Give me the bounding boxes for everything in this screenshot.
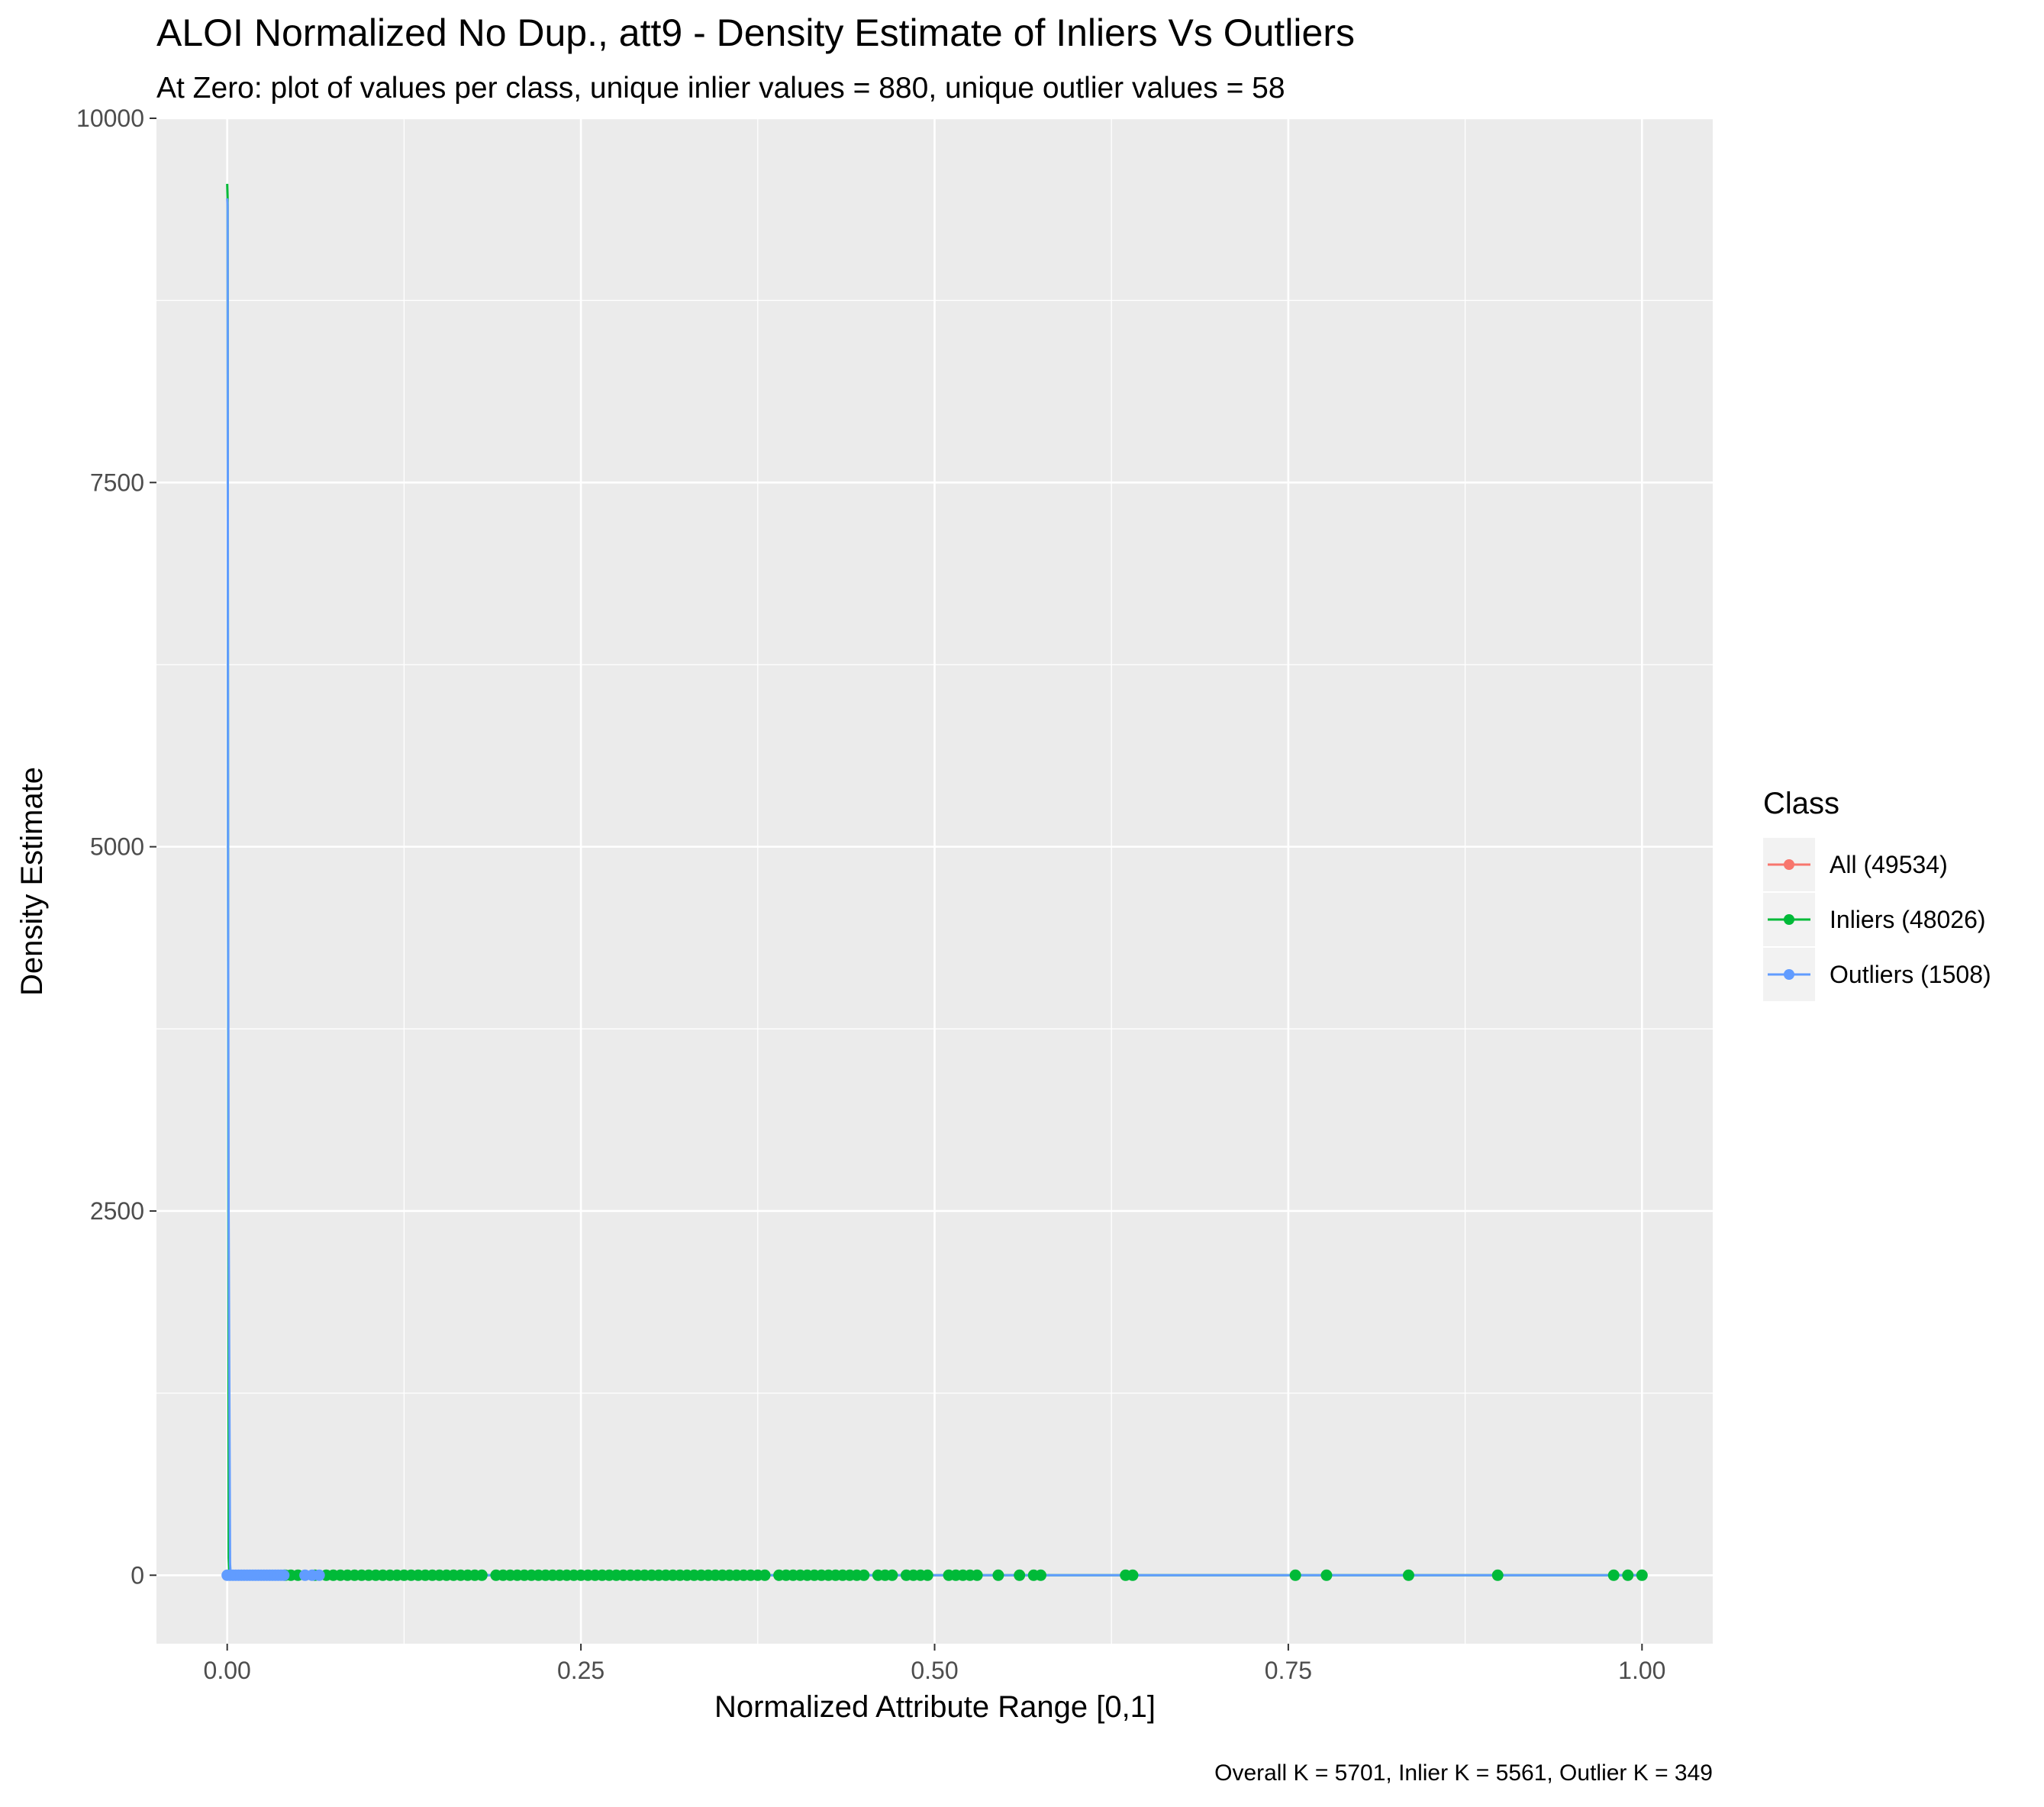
- chart-title: ALOI Normalized No Dup., att9 - Density …: [156, 11, 1355, 54]
- inlier-zero-point: [1636, 1569, 1648, 1581]
- legend-entries: All (49534) Inliers (48026) Outliers (1508…: [1763, 838, 1991, 1001]
- axes: 0.00 0.25 0.50 0.75 1.00 0 2500 5000 7500 10000: [76, 105, 1665, 1684]
- inlier-zero-point: [858, 1569, 870, 1581]
- legend-title: Class: [1763, 787, 1839, 820]
- inlier-zero-point: [1289, 1569, 1301, 1581]
- inlier-zero-point: [971, 1569, 983, 1581]
- inlier-zero-point: [1607, 1569, 1620, 1581]
- zero-points: [221, 1569, 1648, 1581]
- y-tick-label: 10000: [76, 105, 144, 132]
- legend-label: Outliers (1508): [1830, 961, 1991, 988]
- y-tick-label: 2500: [90, 1197, 144, 1225]
- inlier-zero-point: [1035, 1569, 1047, 1581]
- x-tick-label: 0.00: [204, 1657, 251, 1684]
- legend-key-point: [1784, 859, 1794, 870]
- inlier-zero-point: [1622, 1569, 1634, 1581]
- legend-key-point: [1784, 914, 1794, 925]
- x-axis-label: Normalized Attribute Range [0,1]: [714, 1690, 1156, 1724]
- inlier-zero-point: [1491, 1569, 1504, 1581]
- x-tick-label: 0.75: [1265, 1657, 1312, 1684]
- x-tick-label: 0.50: [911, 1657, 958, 1684]
- inlier-zero-point: [1320, 1569, 1333, 1581]
- inlier-zero-point: [1014, 1569, 1026, 1581]
- y-tick-label: 0: [131, 1561, 144, 1589]
- y-tick-label: 5000: [90, 833, 144, 861]
- inlier-zero-point: [759, 1569, 771, 1581]
- y-axis-label: Density Estimate: [15, 767, 49, 996]
- outlier-zero-point: [278, 1569, 290, 1581]
- inlier-zero-point: [1127, 1569, 1139, 1581]
- inlier-zero-point: [1402, 1569, 1414, 1581]
- legend: Class All (49534) Inliers (48026) Outliers…: [1763, 787, 1991, 1001]
- inlier-zero-point: [476, 1569, 488, 1581]
- inlier-zero-point: [921, 1569, 933, 1581]
- legend-key-point: [1784, 969, 1794, 980]
- chart-subtitle: At Zero: plot of values per class, uniqu…: [156, 72, 1285, 105]
- legend-label: All (49534): [1830, 851, 1948, 878]
- x-tick-label: 1.00: [1618, 1657, 1665, 1684]
- outlier-zero-point: [313, 1569, 325, 1581]
- chart-caption: Overall K = 5701, Inlier K = 5561, Outli…: [1214, 1760, 1713, 1786]
- inlier-zero-point: [992, 1569, 1004, 1581]
- y-tick-label: 7500: [90, 469, 144, 496]
- x-tick-label: 0.25: [557, 1657, 604, 1684]
- legend-label: Inliers (48026): [1830, 906, 1986, 933]
- inlier-zero-point: [886, 1569, 898, 1581]
